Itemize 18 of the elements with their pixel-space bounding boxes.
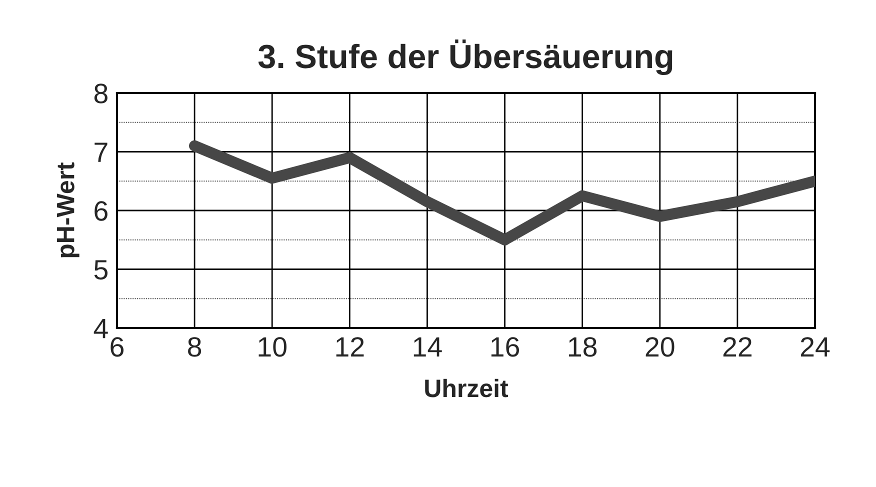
y-tick-label: 6	[94, 201, 108, 221]
x-tick-label: 12	[336, 337, 364, 356]
chart-title: 3. Stufe der Übersäuerung	[258, 40, 672, 76]
x-tick-label: 8	[188, 337, 202, 357]
x-tick-label: 6	[110, 337, 124, 357]
x-tick-label: 16	[491, 337, 520, 357]
x-tick-label: 20	[646, 337, 674, 357]
x-tick-label: 10	[258, 337, 286, 357]
x-tick-label: 24	[800, 337, 830, 356]
y-axis-title: pH-Wert	[56, 162, 80, 258]
x-tick-label: 22	[723, 337, 752, 356]
x-axis-title: Uhrzeit	[425, 378, 508, 398]
y-tick-label: 5	[94, 260, 108, 280]
y-tick-label: 7	[94, 142, 108, 162]
x-tick-label: 14	[414, 337, 442, 356]
y-tick-label: 8	[94, 84, 108, 104]
x-tick-label: 18	[569, 337, 597, 357]
y-tick-label: 4	[94, 318, 108, 338]
